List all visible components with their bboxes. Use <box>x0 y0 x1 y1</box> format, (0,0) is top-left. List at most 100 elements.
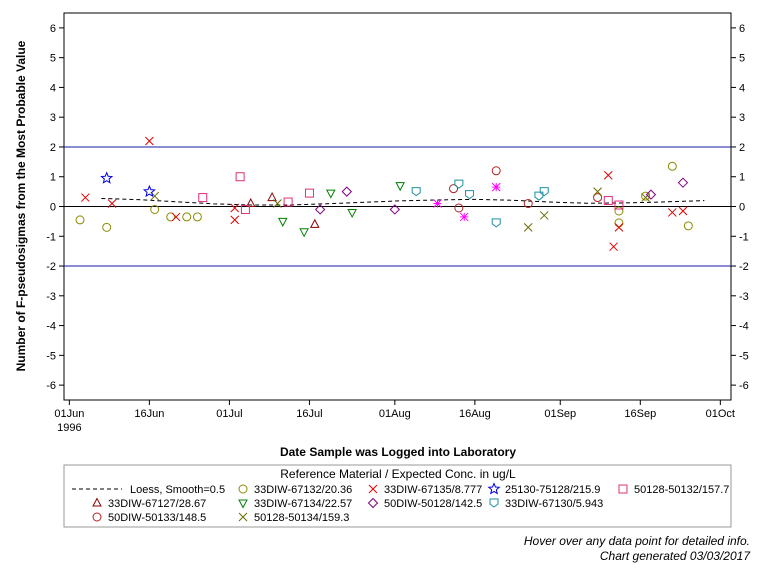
x-tick-label: 16Aug <box>459 408 491 420</box>
data-point[interactable] <box>182 212 192 222</box>
data-point[interactable] <box>75 215 85 225</box>
y-tick-label-left: -4 <box>46 321 56 333</box>
data-point[interactable] <box>150 204 160 214</box>
data-point[interactable] <box>603 196 613 206</box>
data-point[interactable] <box>603 170 613 180</box>
data-point[interactable] <box>166 212 176 222</box>
data-point[interactable] <box>459 212 469 222</box>
data-point[interactable] <box>235 172 245 182</box>
y-tick-label-left: 4 <box>50 82 56 94</box>
data-point[interactable] <box>614 222 624 232</box>
data-point[interactable] <box>593 193 603 203</box>
data-point[interactable] <box>454 179 464 189</box>
data-point[interactable] <box>678 206 688 216</box>
data-point[interactable] <box>198 193 208 203</box>
data-point[interactable] <box>641 191 651 201</box>
y-tick-label-left: -3 <box>46 291 56 303</box>
data-point[interactable] <box>614 218 624 228</box>
y-axis-right: -6 -5 -4 -3 -2 -1 0 1 2 3 4 5 6 <box>731 23 749 392</box>
legend-label: 50DIW-50133/148.5 <box>108 512 206 524</box>
data-point[interactable] <box>171 212 181 222</box>
data-point[interactable] <box>465 190 475 200</box>
x-tick-label: 16Sep <box>624 408 656 420</box>
data-point[interactable] <box>683 221 693 231</box>
data-point[interactable] <box>341 186 353 197</box>
data-point[interactable] <box>100 171 114 184</box>
data-point[interactable] <box>192 212 202 222</box>
x-tick-label: 16Jul <box>296 408 322 420</box>
data-point[interactable] <box>523 222 533 232</box>
data-point[interactable] <box>277 217 288 227</box>
y-axis-left: -6 -5 -4 -3 -2 -1 0 1 2 3 4 5 6 <box>46 23 64 392</box>
data-point[interactable] <box>523 199 533 209</box>
y-tick-label-right: 2 <box>739 142 745 154</box>
legend-label: 25130-75128/215.9 <box>505 484 600 496</box>
data-point[interactable] <box>449 184 459 194</box>
x-tick-label: 01Jun <box>54 408 84 420</box>
legend-label: 50128-50134/159.3 <box>254 512 349 524</box>
legend-marker <box>368 484 378 494</box>
y-tick-label-right: -4 <box>739 321 749 333</box>
data-point[interactable] <box>411 187 421 197</box>
data-point[interactable] <box>230 203 240 213</box>
data-point[interactable] <box>102 222 112 232</box>
data-point[interactable] <box>230 215 240 225</box>
data-point[interactable] <box>389 204 401 215</box>
data-point[interactable] <box>677 177 689 188</box>
data-point[interactable] <box>667 161 677 171</box>
legend-marker <box>489 498 499 508</box>
data-point[interactable] <box>609 242 618 252</box>
data-point[interactable] <box>641 193 650 202</box>
legend-marker <box>487 482 501 495</box>
data-point[interactable] <box>614 206 624 216</box>
data-point[interactable] <box>314 204 326 215</box>
data-point[interactable] <box>245 197 256 208</box>
y-tick-label-left: 1 <box>50 172 56 184</box>
y-tick-label-right: -6 <box>739 380 749 392</box>
legend-box <box>63 464 732 528</box>
y-tick-label-right: 4 <box>739 82 745 94</box>
y-tick-label-left: 5 <box>50 53 56 65</box>
data-point[interactable] <box>491 166 501 176</box>
x-tick-sublabel: 1996 <box>57 422 81 434</box>
legend-label-loess: Loess, Smooth=0.5 <box>130 484 225 496</box>
data-point[interactable] <box>145 136 154 146</box>
data-point[interactable] <box>395 182 406 192</box>
data-point[interactable] <box>304 188 314 198</box>
data-point[interactable] <box>299 228 309 238</box>
loess-layer <box>101 197 705 206</box>
data-point[interactable] <box>491 182 501 192</box>
legend-marker <box>367 497 379 509</box>
data-point[interactable] <box>491 218 501 228</box>
x-tick-label: 01Aug <box>379 408 411 420</box>
data-point[interactable] <box>273 199 282 208</box>
data-point[interactable] <box>107 199 117 208</box>
data-point[interactable] <box>309 218 320 228</box>
legend-label: 33DIW-67130/5.943 <box>505 498 603 510</box>
data-point[interactable] <box>325 189 336 199</box>
data-point[interactable] <box>347 208 357 219</box>
y-tick-label-right: 6 <box>739 23 745 35</box>
data-point[interactable] <box>80 193 90 202</box>
legend-label: 50128-50132/157.7 <box>634 484 729 496</box>
data-point[interactable] <box>142 184 156 198</box>
y-tick-label-right: -5 <box>739 350 749 362</box>
legend-label: 33DIW-67134/22.57 <box>254 498 352 510</box>
data-point[interactable] <box>454 203 464 213</box>
data-point[interactable] <box>240 204 250 214</box>
x-tick-label: 01Oct <box>706 408 735 420</box>
data-point[interactable] <box>267 192 277 202</box>
data-point[interactable] <box>539 187 549 197</box>
data-point[interactable] <box>667 208 677 217</box>
data-point[interactable] <box>534 191 544 201</box>
reference-lines <box>64 146 731 267</box>
legend-marker <box>238 499 248 509</box>
data-point[interactable] <box>614 200 624 210</box>
y-tick-label-right: 5 <box>739 53 745 65</box>
data-point[interactable] <box>539 211 549 220</box>
data-point[interactable] <box>645 189 657 200</box>
data-point[interactable] <box>593 187 602 196</box>
legend-items: Loess, Smooth=0.5 33DIW-67132/20.36 33DIW-… <box>72 482 729 524</box>
data-point[interactable] <box>283 197 293 207</box>
data-point[interactable] <box>433 199 442 208</box>
